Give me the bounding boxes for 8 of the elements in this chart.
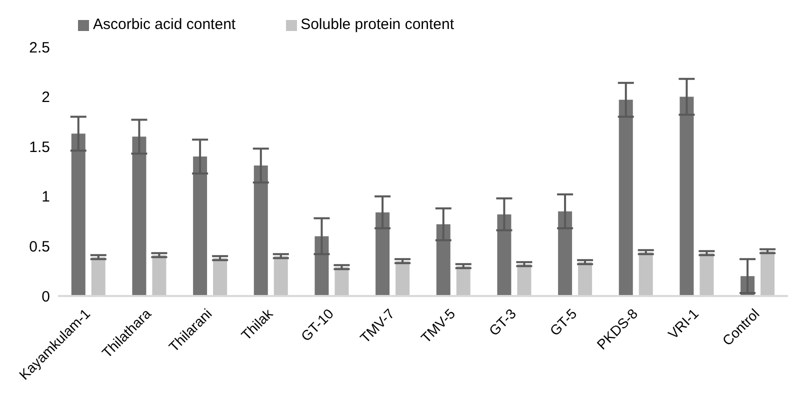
legend-label: Soluble protein content xyxy=(300,16,454,33)
legend-label: Ascorbic acid content xyxy=(93,16,236,33)
y-tick-label: 2.5 xyxy=(29,39,50,56)
y-tick-label: 0 xyxy=(42,288,50,306)
y-tick-label: 2 xyxy=(42,89,50,106)
y-tick-label: 1.5 xyxy=(29,138,50,156)
y-tick-label: 1 xyxy=(42,188,50,206)
y-tick-label: 0.5 xyxy=(29,238,50,256)
